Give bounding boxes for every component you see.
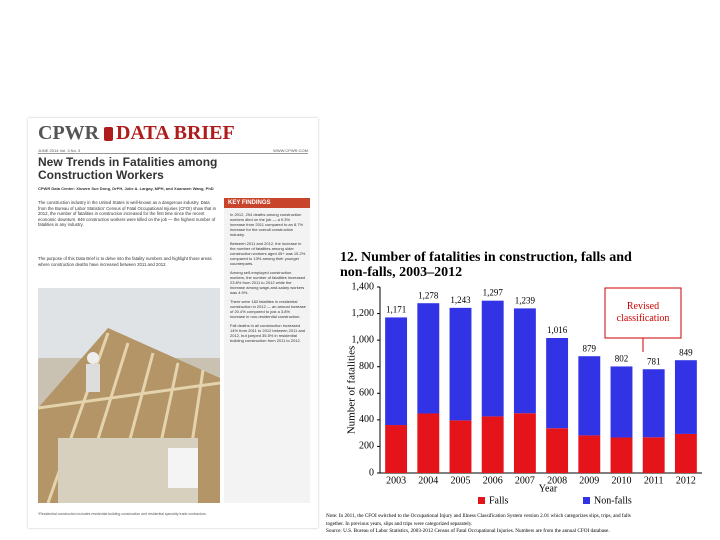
x-tick-label: 2010 xyxy=(612,475,632,486)
document-page: CPWR DATA BRIEF JUNE 2014 Vol. 3 No. 3 W… xyxy=(28,118,318,528)
key-findings-title: KEY FINDINGS xyxy=(224,198,310,208)
y-tick-label: 400 xyxy=(359,414,374,425)
x-tick-label: 2003 xyxy=(386,475,406,486)
y-tick-label: 200 xyxy=(359,441,374,452)
annotation-box xyxy=(604,287,682,339)
finding: Among self-employed construction workers… xyxy=(230,270,306,295)
y-tick-label: 800 xyxy=(359,361,374,372)
bar-segment xyxy=(513,308,536,414)
footnote: *Residential construction includes resid… xyxy=(38,512,207,516)
total-label: 1,171 xyxy=(386,304,406,314)
y-tick-label: 600 xyxy=(359,388,374,399)
bar-segment xyxy=(546,428,569,473)
x-tick-label: 2005 xyxy=(451,475,471,486)
x-tick-label: 2008 xyxy=(547,475,567,486)
x-tick-label: 2004 xyxy=(418,475,438,486)
url: WWW.CPWR.COM xyxy=(273,148,308,153)
bar-segment xyxy=(481,416,504,473)
bar-segment xyxy=(513,413,536,473)
bar-segment xyxy=(449,307,472,421)
bar-segment xyxy=(385,317,408,426)
source: Source: U.S. Bureau of Labor Statistics,… xyxy=(326,527,610,534)
bar-segment xyxy=(417,303,440,414)
total-label: 1,243 xyxy=(450,295,471,305)
x-tick-label: 2009 xyxy=(579,475,599,486)
x-tick-label: 2006 xyxy=(483,475,503,486)
x-tick-label: 2011 xyxy=(644,475,664,486)
legend-label: Non-falls xyxy=(594,495,632,506)
x-tick-label: 2012 xyxy=(676,475,696,486)
legend-label: Falls xyxy=(489,495,509,506)
bar-segment xyxy=(385,425,408,473)
annotation: Revised classification xyxy=(617,301,670,324)
total-label: 1,278 xyxy=(418,290,439,300)
chart-title: 12. Number of fatalities in construction… xyxy=(340,250,632,280)
photo xyxy=(38,288,220,503)
legend-swatch xyxy=(478,497,485,504)
note: Note: In 2011, the CFOI switched to the … xyxy=(326,512,631,527)
rule xyxy=(38,153,308,154)
total-label: 1,016 xyxy=(547,325,568,335)
bar-segment xyxy=(610,437,633,473)
bar-segment xyxy=(546,338,569,429)
y-tick-label: 1,000 xyxy=(352,334,375,345)
finding: Fall deaths in all construction increase… xyxy=(230,323,306,343)
bar-segment xyxy=(417,413,440,473)
x-axis-label: Year xyxy=(539,483,558,494)
total-label: 879 xyxy=(583,343,597,353)
paragraph: The purpose of this Data Brief is to del… xyxy=(38,256,212,267)
doc-title: New Trends in Fatalities among Construct… xyxy=(38,155,218,182)
total-label: 1,239 xyxy=(515,295,536,305)
bar-segment xyxy=(578,435,601,473)
logo xyxy=(104,127,113,141)
legend-swatch xyxy=(583,497,590,504)
bar-segment xyxy=(674,360,697,434)
y-axis-label: Number of fatalities xyxy=(346,346,358,435)
y-tick-label: 0 xyxy=(369,467,374,478)
bar-segment xyxy=(642,369,665,438)
bar-segment xyxy=(578,356,601,436)
brand: CPWR xyxy=(38,122,100,144)
bar-segment xyxy=(610,366,633,438)
paragraph: The construction industry in the United … xyxy=(38,200,217,227)
finding: In 2012, 294 deaths among construction w… xyxy=(230,212,304,237)
bar-segment xyxy=(642,437,665,473)
total-label: 849 xyxy=(679,347,693,357)
bar-segment xyxy=(481,300,504,417)
brief-title: DATA BRIEF xyxy=(116,122,235,144)
authors: CPWR Data Center: Xiuwen Sue Dong, DrPH,… xyxy=(38,186,214,191)
key-findings: KEY FINDINGS In 2012, 294 deaths among c… xyxy=(224,198,310,503)
total-label: 781 xyxy=(647,356,661,366)
total-label: 802 xyxy=(615,354,629,364)
y-tick-label: 1,400 xyxy=(352,281,375,292)
date: JUNE 2014 Vol. 3 No. 3 xyxy=(38,148,81,153)
finding: There were 183 fatalities in residential… xyxy=(230,299,306,319)
bar-segment xyxy=(674,433,697,473)
y-tick-label: 1,200 xyxy=(352,308,375,319)
total-label: 1,297 xyxy=(483,288,504,298)
bar-segment xyxy=(449,420,472,473)
finding: Between 2011 and 2012, the increase in t… xyxy=(230,241,306,266)
x-tick-label: 2007 xyxy=(515,475,535,486)
